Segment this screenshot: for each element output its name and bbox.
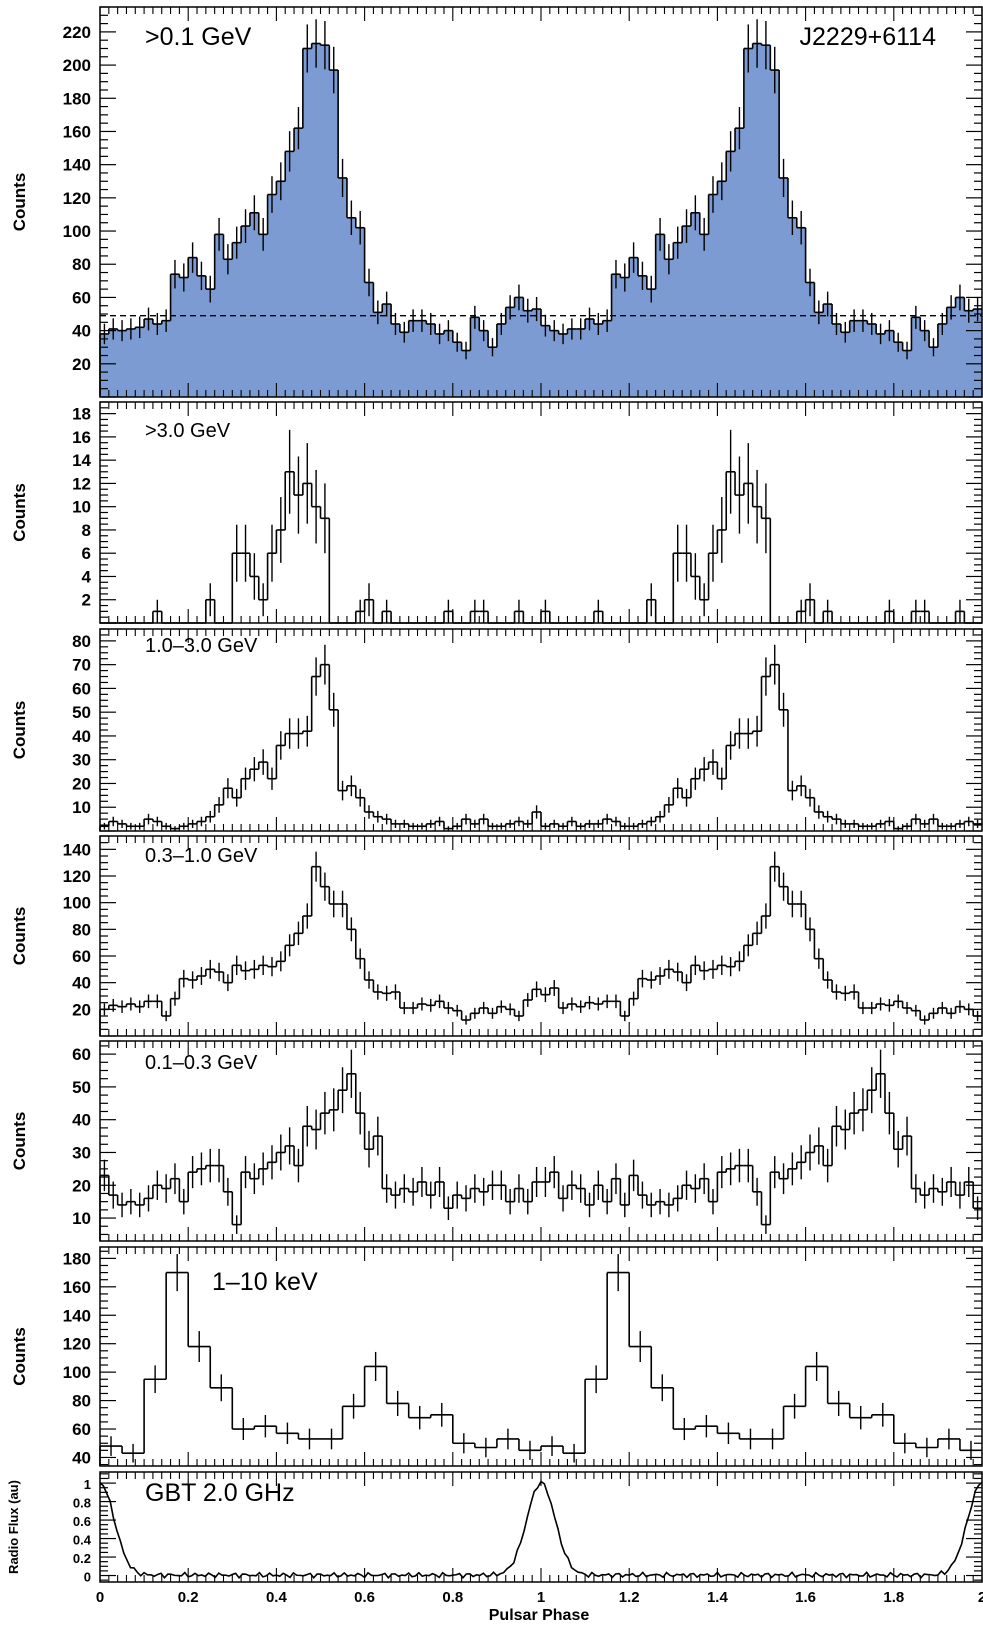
- y-axis-title: Counts: [10, 483, 29, 542]
- x-tick-label: 0: [96, 1589, 104, 1606]
- y-axis-title: Counts: [10, 907, 29, 966]
- y-tick-label: 100: [63, 1363, 91, 1382]
- y-tick-label: 60: [72, 1045, 91, 1064]
- x-tick-label: 0.4: [266, 1589, 288, 1606]
- panel-6: 40 60 80 100 120 140 160 180 Counts 1–10 keV: [10, 1246, 983, 1467]
- y-tick-label: 60: [72, 1420, 91, 1439]
- y-tick-label: 120: [63, 189, 91, 208]
- y-axis-title: Counts: [10, 173, 29, 232]
- y-tick-label: 50: [72, 1078, 91, 1097]
- y-tick-label: 20: [72, 355, 91, 374]
- y-tick-label: 18: [72, 405, 91, 424]
- y-tick-label: 80: [72, 632, 91, 651]
- panel-5: 10 20 30 40 50 60 Counts 0.1–0.3 GeV: [10, 1040, 983, 1242]
- y-tick-label: 160: [63, 122, 91, 141]
- y-tick-label: 40: [72, 1448, 91, 1467]
- y-tick-label: 0.8: [73, 1496, 91, 1511]
- histogram-fill: [100, 43, 982, 397]
- band-label: 0.3–1.0 GeV: [145, 845, 258, 867]
- panel-2: 2 4 6 8 10 12 14 16 18 Counts >3.0 GeV: [10, 401, 983, 624]
- y-tick-label: 12: [72, 474, 91, 493]
- panel-7: 0 0.2 0.4 0.6 0.8 1 Radio Flux (au) GBT 2.0 GHz: [6, 1471, 983, 1585]
- y-tick-label: 0: [84, 1570, 91, 1585]
- y-tick-label: 120: [63, 867, 91, 886]
- panel-1: 20 40 60 80 100 120 140 160 180 200 220 Counts >0.1 …: [10, 6, 983, 398]
- x-tick-label: 0.2: [178, 1589, 199, 1606]
- y-tick-label: 6: [82, 544, 91, 563]
- y-tick-label: 220: [63, 23, 91, 42]
- y-tick-label: 20: [72, 1000, 91, 1019]
- panels: 20406080100120140160180200220Counts>0.1 …: [6, 6, 983, 1606]
- band-label: >0.1 GeV: [145, 23, 252, 51]
- y-tick-label: 30: [72, 1143, 91, 1162]
- y-tick-label: 180: [63, 1249, 91, 1268]
- y-tick-label: 80: [72, 255, 91, 274]
- x-tick-label: 0.8: [442, 1589, 463, 1606]
- y-tick-label: 2: [82, 591, 91, 610]
- y-tick-label: 100: [63, 222, 91, 241]
- y-tick-label: 20: [72, 1176, 91, 1195]
- y-tick-label: 50: [72, 703, 91, 722]
- source-name: J2229+6114: [800, 23, 937, 51]
- y-tick-label: 60: [72, 288, 91, 307]
- y-tick-label: 0.2: [73, 1551, 91, 1566]
- y-tick-label: 60: [72, 947, 91, 966]
- band-label: 0.1–0.3 GeV: [145, 1052, 258, 1074]
- y-tick-label: 140: [63, 1306, 91, 1325]
- y-tick-label: 40: [72, 322, 91, 341]
- band-label: 1–10 keV: [212, 1268, 318, 1296]
- y-tick-label: 14: [72, 451, 91, 470]
- y-tick-label: 16: [72, 428, 91, 447]
- y-tick-label: 140: [63, 840, 91, 859]
- y-tick-label: 40: [72, 1111, 91, 1130]
- y-tick-label: 10: [72, 1209, 91, 1228]
- x-tick-label: 2: [978, 1589, 983, 1606]
- y-axis-title: Radio Flux (au): [6, 1480, 21, 1574]
- y-tick-label: 40: [72, 727, 91, 746]
- y-axis-title: Counts: [10, 1327, 29, 1386]
- y-tick-label: 40: [72, 974, 91, 993]
- x-axis-title: Pulsar Phase: [489, 1607, 590, 1624]
- y-tick-label: 10: [72, 498, 91, 517]
- panel-4: 20 40 60 80 100 120 140 Counts 0.3–1.0 GeV: [10, 835, 983, 1037]
- band-label: GBT 2.0 GHz: [145, 1479, 295, 1507]
- band-label: 1.0–3.0 GeV: [145, 635, 258, 657]
- panel-3: 10 20 30 40 50 60 70 80 Counts 1.0–3.0 GeV: [10, 628, 983, 832]
- panel-frame: [99, 628, 983, 832]
- y-tick-label: 160: [63, 1278, 91, 1297]
- x-tick-label: 1.4: [707, 1589, 729, 1606]
- y-tick-label: 200: [63, 56, 91, 75]
- y-tick-label: 120: [63, 1335, 91, 1354]
- y-tick-label: 180: [63, 89, 91, 108]
- y-tick-label: 0.4: [73, 1533, 92, 1548]
- y-tick-label: 70: [72, 656, 91, 675]
- y-axis-title: Counts: [10, 1112, 29, 1171]
- x-tick-label: 1.2: [619, 1589, 640, 1606]
- x-tick-label: 1.8: [883, 1589, 904, 1606]
- y-tick-label: 0.6: [73, 1514, 91, 1529]
- y-tick-label: 4: [82, 567, 92, 586]
- y-tick-label: 10: [72, 798, 91, 817]
- band-label: >3.0 GeV: [145, 420, 231, 442]
- y-tick-label: 80: [72, 920, 91, 939]
- x-tick-label: 1: [537, 1589, 545, 1606]
- y-tick-label: 100: [63, 894, 91, 913]
- y-tick-label: 60: [72, 679, 91, 698]
- y-tick-label: 30: [72, 751, 91, 770]
- y-tick-label: 140: [63, 156, 91, 175]
- y-axis-title: Counts: [10, 701, 29, 760]
- x-tick-label: 1.6: [795, 1589, 816, 1606]
- y-tick-label: 1: [84, 1477, 91, 1492]
- y-tick-label: 20: [72, 774, 91, 793]
- y-tick-label: 80: [72, 1392, 91, 1411]
- x-tick-label: 0.6: [354, 1589, 375, 1606]
- y-tick-label: 8: [82, 521, 91, 540]
